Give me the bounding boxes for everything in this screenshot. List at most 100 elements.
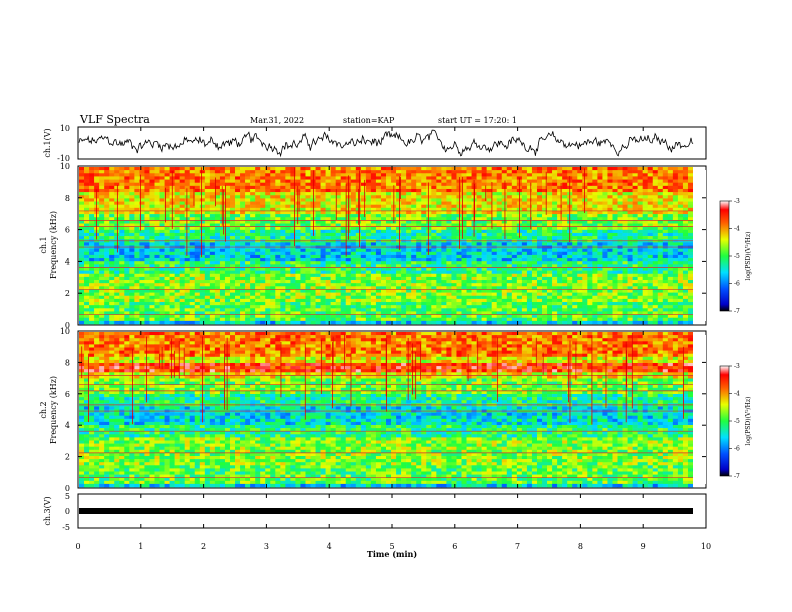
- spectrogram-cell: [647, 179, 654, 183]
- spectrogram-cell: [667, 185, 674, 190]
- spectrogram-cell: [114, 173, 120, 177]
- spectrogram-cell: [511, 280, 518, 284]
- spectrogram-cell: [441, 210, 447, 215]
- spectrogram-cell: [300, 264, 306, 268]
- spectrogram-cell: [380, 254, 387, 259]
- spectrogram-cell: [406, 167, 412, 171]
- spectrogram-cell: [466, 270, 472, 275]
- spectrogram-cell: [240, 182, 246, 187]
- spectrogram-cell: [149, 176, 155, 180]
- spectrogram-cell: [84, 220, 90, 224]
- spectrogram-cell: [637, 283, 643, 287]
- spectrogram-cell: [265, 167, 271, 171]
- spectrogram-cell: [587, 170, 593, 174]
- spectrogram-cell: [426, 229, 432, 234]
- spectrogram-cell: [632, 232, 638, 237]
- spectrogram-cell: [531, 236, 538, 240]
- spectrogram-cell: [622, 267, 628, 271]
- spectrogram-cell: [365, 195, 372, 199]
- spectrogram-cell: [84, 188, 90, 193]
- spectrogram-cell: [240, 258, 246, 262]
- spectrogram-cell: [536, 283, 543, 287]
- spectrogram-cell: [159, 261, 165, 265]
- spectrogram-cell: [255, 226, 261, 231]
- spectrogram-cell: [587, 173, 593, 177]
- spectrogram-cell: [622, 261, 628, 265]
- spectrogram-cell: [642, 254, 648, 259]
- spectrogram-cell: [612, 286, 618, 290]
- spectrogram-cell: [275, 232, 281, 237]
- spectrogram-cell: [542, 232, 548, 237]
- spectrogram-cell: [250, 207, 256, 212]
- spectrogram-cell: [109, 195, 115, 199]
- spectrogram-cell: [396, 167, 402, 171]
- spectrogram-cell: [597, 207, 603, 212]
- spectrogram-cell: [99, 210, 105, 215]
- spectrogram-cell: [275, 198, 281, 202]
- spectrogram-cell: [627, 195, 633, 199]
- spectrogram-cell: [119, 270, 125, 275]
- spectrogram-cell: [325, 170, 331, 174]
- spectrogram-cell: [275, 210, 281, 215]
- spectrogram-cell: [572, 286, 578, 290]
- spectrogram-cell: [466, 267, 472, 271]
- spectrogram-cell: [330, 201, 336, 205]
- spectrogram-cell: [335, 214, 341, 218]
- spectrogram-cell: [516, 236, 523, 240]
- spectrogram-cell: [245, 210, 251, 215]
- spectrogram-cell: [79, 242, 85, 246]
- spectrogram-cell: [285, 179, 291, 183]
- spectrogram-cell: [350, 207, 357, 212]
- spectrogram-cell: [617, 232, 623, 237]
- spectrogram-cell: [642, 173, 648, 177]
- spectrogram-cell: [416, 173, 422, 177]
- spectrogram-cell: [260, 217, 266, 221]
- spectrogram-cell: [677, 267, 684, 271]
- spectrogram-cell: [104, 182, 110, 187]
- spectrogram-cell: [451, 207, 457, 212]
- spectrogram-cell: [229, 223, 236, 227]
- spectrogram-cell: [647, 258, 654, 262]
- spectrogram-cell: [159, 254, 165, 259]
- spectrogram-cell: [355, 236, 362, 240]
- spectrogram-cell: [330, 242, 336, 246]
- spectrogram-cell: [567, 283, 573, 287]
- spectrogram-cell: [295, 254, 301, 259]
- spectrogram-cell: [642, 167, 648, 171]
- spectrogram-cell: [466, 188, 472, 193]
- spectrogram-cell: [667, 273, 674, 278]
- spectrogram-cell: [94, 280, 100, 284]
- spectrogram-cell: [134, 207, 140, 212]
- spectrogram-cell: [164, 258, 170, 262]
- spectrogram-cell: [687, 267, 694, 271]
- spectrogram-cell: [209, 267, 216, 271]
- spectrogram-cell: [265, 170, 271, 174]
- spectrogram-cell: [335, 236, 341, 240]
- spectrogram-cell: [426, 173, 432, 177]
- spectrogram-cell: [652, 167, 659, 171]
- spectrogram-cell: [436, 280, 442, 284]
- spectrogram-cell: [315, 188, 321, 193]
- spectrogram-cell: [290, 267, 296, 271]
- spectrogram-cell: [416, 214, 422, 218]
- spectrogram-cell: [365, 201, 372, 205]
- spectrogram-cell: [652, 236, 659, 240]
- spectrogram-cell: [340, 226, 347, 231]
- spectrogram-cell: [531, 198, 538, 202]
- spectrogram-cell: [617, 198, 623, 202]
- spectrogram-cell: [441, 198, 447, 202]
- spectrogram-cell: [255, 217, 261, 221]
- spectrogram-cell: [607, 182, 613, 187]
- spectrogram-cell: [270, 226, 276, 231]
- spectrogram-cell: [315, 273, 321, 278]
- spectrogram-cell: [375, 232, 382, 237]
- spectrogram-cell: [466, 236, 472, 240]
- spectrogram-cell: [224, 198, 231, 202]
- spectrogram-cell: [300, 251, 306, 256]
- spectrogram-cell: [365, 192, 372, 196]
- spectrogram-cell: [320, 286, 326, 290]
- spectrogram-cell: [677, 242, 684, 246]
- spectrogram-cell: [199, 273, 206, 278]
- spectrogram-cell: [682, 254, 689, 259]
- spectrogram-cell: [174, 292, 180, 297]
